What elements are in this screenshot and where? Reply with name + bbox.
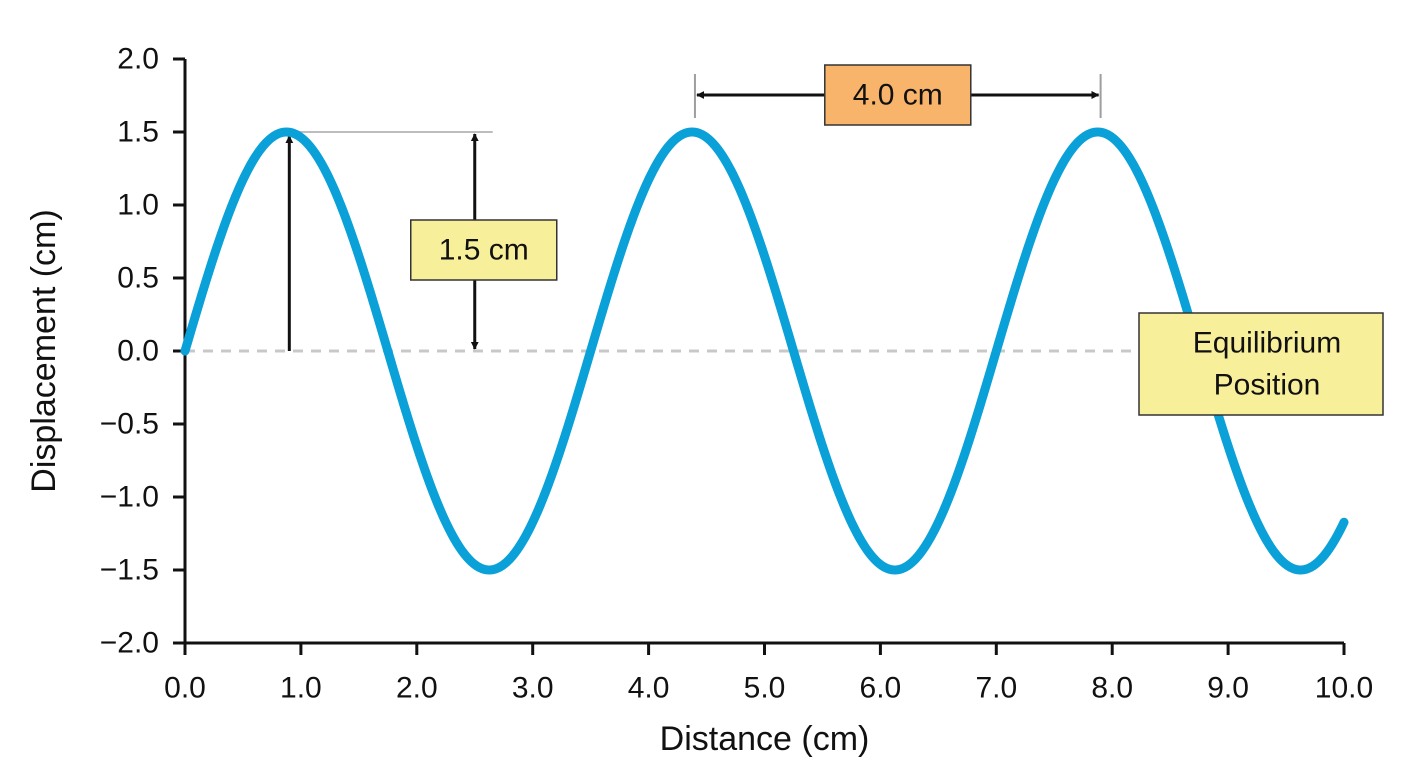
x-tick-label: 3.0 [512,672,554,705]
x-tick-label: 7.0 [975,672,1017,705]
amplitude-label-box [410,219,558,281]
equilibrium-label-line1: Equilibrium [1193,327,1341,360]
wave-series-line [180,127,1349,575]
y-tick-label: 2.0 [117,43,159,76]
x-tick-label: 1.0 [280,672,322,705]
equilibrium-label-box [1138,312,1384,416]
y-tick-label: −2.0 [100,627,159,660]
y-tick-label: −1.5 [100,554,159,587]
x-tick-label: 9.0 [1207,672,1249,705]
y-tick-label: 0.5 [117,262,159,295]
x-ticks: 0.0 1.0 2.0 3.0 4.0 5.0 6.0 7.0 8.0 9.0 10.0 [164,643,1373,705]
x-tick-label: 6.0 [860,672,902,705]
y-tick-label: −1.0 [100,481,159,514]
y-tick-label: 1.0 [117,189,159,222]
x-axis-title: Distance (cm) [660,720,870,758]
wavelength-label-box [824,64,972,126]
y-ticks: 2.0 1.5 1.0 0.5 0.0 −0.5 −1.0 −1.5 −2.0 [100,43,185,660]
y-axis-title: Displacement (cm) [25,209,63,492]
y-tick-label: 0.0 [117,335,159,368]
equilibrium-label-line2: Position [1214,369,1321,402]
x-tick-label: 10.0 [1315,672,1373,705]
x-tick-label: 0.0 [164,672,206,705]
wavelength-label: 4.0 cm [853,79,943,112]
y-tick-label: 1.5 [117,116,159,149]
y-tick-label: −0.5 [100,408,159,441]
x-tick-label: 4.0 [628,672,670,705]
x-tick-label: 8.0 [1091,672,1133,705]
x-tick-label: 5.0 [744,672,786,705]
x-tick-label: 2.0 [396,672,438,705]
amplitude-label: 1.5 cm [439,234,529,267]
